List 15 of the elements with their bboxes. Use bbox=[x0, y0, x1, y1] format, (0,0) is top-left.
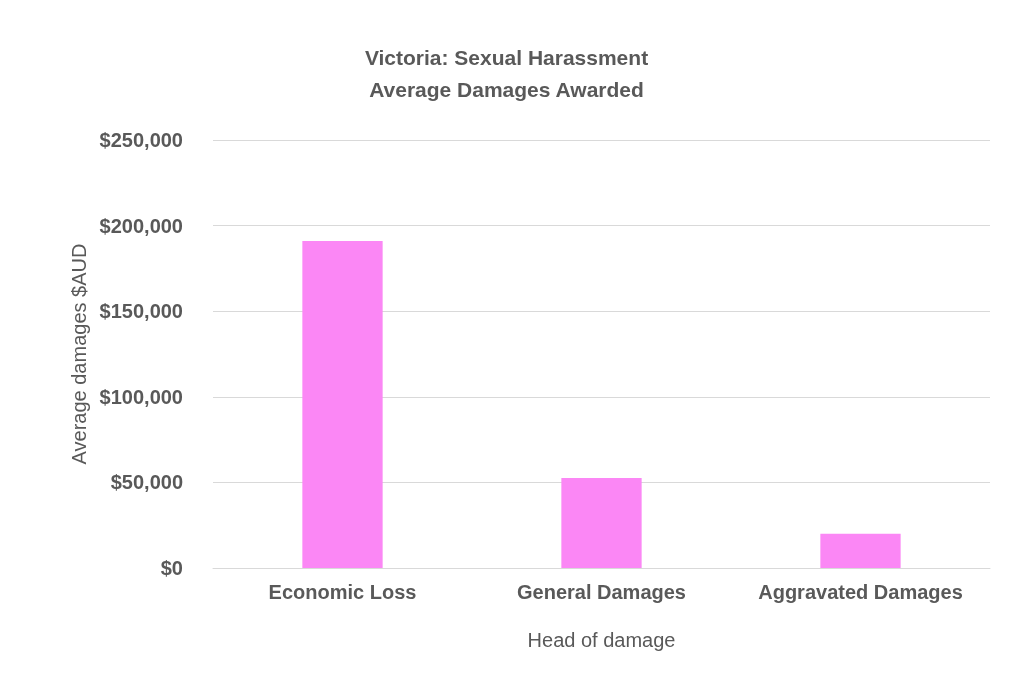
y-tick-label: $150,000 bbox=[99, 300, 183, 323]
y-tick-label: $250,000 bbox=[99, 129, 183, 151]
x-axis-title: Head of damage bbox=[527, 629, 676, 651]
x-tick-label: General Damages bbox=[517, 581, 686, 603]
y-axis-title: Average damages $AUD bbox=[67, 243, 90, 465]
x-tick-label: Aggravated Damages bbox=[758, 581, 963, 603]
y-tick-label: $0 bbox=[160, 557, 183, 579]
y-tick-label: $200,000 bbox=[99, 214, 183, 237]
bar bbox=[561, 478, 642, 568]
chart-title: Victoria: Sexual Harassment Average Damages Awarded bbox=[364, 45, 649, 101]
x-tick-label: Economic Loss bbox=[268, 581, 417, 603]
bar bbox=[820, 533, 901, 568]
bar bbox=[302, 241, 383, 568]
y-tick-label: $50,000 bbox=[110, 471, 183, 494]
y-tick-label: $100,000 bbox=[99, 385, 183, 408]
